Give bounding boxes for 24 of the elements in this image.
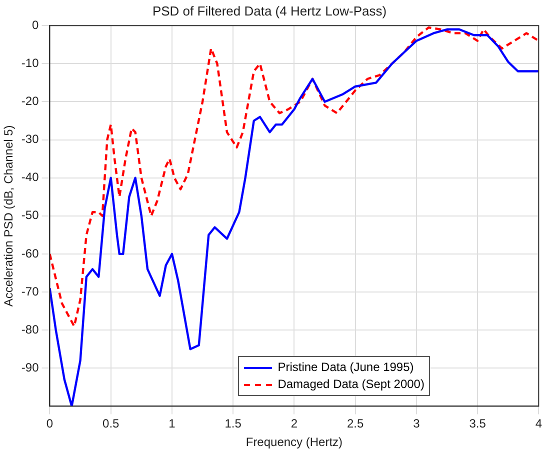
y-tick-label: -30	[21, 132, 40, 146]
x-tick-label: 1.5	[224, 416, 242, 431]
y-tick-label: -20	[21, 94, 40, 108]
y-tick-label: -90	[21, 360, 40, 374]
y-tick-label: -70	[21, 284, 40, 298]
x-axis-title: Frequency (Hertz)	[246, 435, 343, 450]
legend-label: Damaged Data (Sept 2000)	[278, 376, 424, 394]
y-tick-label: 0	[32, 18, 40, 32]
y-axis-title: Acceleration PSD (dB, Channel 5)	[2, 125, 16, 307]
x-tick-label: 1	[168, 416, 176, 431]
y-tick-label: -10	[21, 56, 40, 70]
x-tick-label: 0.5	[102, 416, 120, 431]
legend-label: Pristine Data (June 1995)	[278, 359, 414, 376]
y-tick-label: -60	[21, 246, 40, 260]
y-tick-label: -80	[21, 322, 40, 336]
x-tick-label: 3.5	[469, 416, 486, 431]
x-tick-label: 4	[535, 416, 542, 431]
x-tick-label: 2.5	[346, 416, 364, 431]
chart-title: PSD of Filtered Data (4 Hertz Low-Pass)	[152, 3, 387, 18]
x-tick-label: 3	[413, 416, 420, 431]
x-tick-label: 0	[46, 416, 54, 431]
x-tick-label: 2	[290, 416, 298, 431]
y-tick-label: -50	[21, 208, 40, 222]
y-tick-label: -40	[21, 170, 40, 184]
